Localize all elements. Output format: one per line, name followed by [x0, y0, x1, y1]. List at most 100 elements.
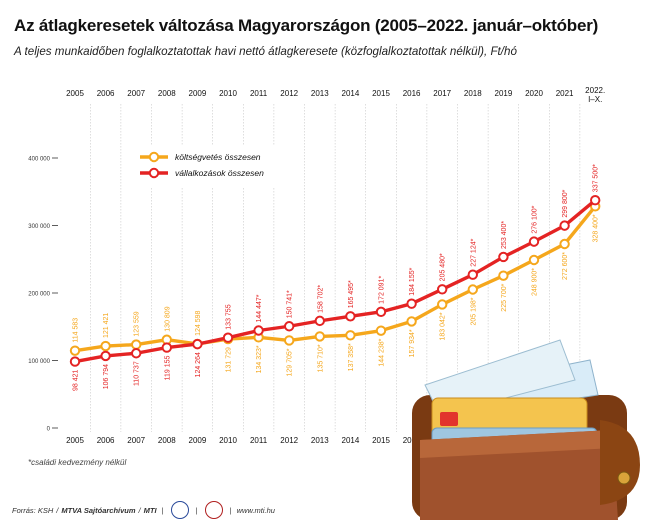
data-label: 129 705* — [287, 348, 294, 376]
data-label: 150 741* — [287, 290, 294, 318]
x-tick-label-bottom: 2010 — [219, 436, 237, 445]
x-tick-label-bottom: 2008 — [158, 436, 176, 445]
mtva-logo-icon — [170, 501, 189, 519]
data-label: 227 124* — [470, 238, 477, 266]
x-tick-label-top: 2021 — [556, 89, 574, 98]
y-tick-label: 100 000 — [28, 359, 50, 365]
data-point — [69, 345, 81, 356]
data-label: 157 934* — [409, 329, 416, 357]
data-point — [528, 254, 540, 266]
y-axis: 0 100 000 200 000 300 000 400 000 — [28, 157, 58, 433]
url-text: www.mti.hu — [236, 505, 275, 515]
data-label: 144 238* — [379, 338, 386, 366]
x-tick-label-top: 2006 — [97, 89, 115, 98]
x-axis-bottom: 2005 2006 2007 2008 2009 2010 2011 2012 2013 2014… — [66, 436, 421, 445]
legend-marker — [148, 167, 160, 179]
footer: Forrás: KSH / MTVA Sajtóarchívum / MTI | | | w… — [12, 501, 275, 520]
wallet-front-edge — [420, 430, 614, 458]
x-tick-label-top-sub: I–X. — [588, 95, 602, 104]
data-label: 133 755 — [226, 304, 233, 329]
data-label: 106 794 — [103, 364, 110, 389]
data-label: 276 100* — [532, 205, 539, 233]
data-point — [69, 356, 81, 367]
x-tick-label-top: 2022. — [585, 86, 605, 95]
mti-logo-icon — [204, 501, 223, 519]
data-label: 123 559 — [134, 311, 141, 336]
y-tick-label: 200 000 — [28, 292, 50, 298]
data-label: 119 155 — [164, 355, 171, 380]
source-text: Forrás: KSH — [12, 505, 54, 515]
data-point — [345, 311, 356, 322]
x-tick-label-top: 2019 — [495, 89, 513, 98]
footnote: *családi kedvezmény nélkül — [28, 458, 127, 467]
data-point — [345, 330, 356, 341]
data-label: 205 480* — [440, 253, 447, 281]
data-label: 110 737 — [134, 361, 141, 386]
x-tick-label-bottom: 2012 — [280, 436, 298, 445]
data-point — [100, 350, 111, 362]
legend-box — [136, 146, 288, 188]
wallet-flap — [600, 420, 640, 505]
y-tick-label: 400 000 — [28, 157, 50, 163]
data-label: 184 155* — [409, 267, 416, 295]
data-label: 144 447* — [256, 294, 263, 322]
x-tick-label-bottom: 2005 — [66, 436, 84, 445]
data-label: 205 198* — [470, 297, 477, 325]
data-point — [314, 331, 325, 342]
wallet-clasp — [617, 471, 631, 485]
x-tick-label-top: 2016 — [403, 89, 421, 98]
x-tick-label-bottom: 2016 — [403, 436, 421, 445]
data-point — [590, 194, 601, 206]
legend-label: költségvetés összesen — [175, 152, 261, 162]
data-point — [437, 284, 448, 295]
data-point — [559, 238, 570, 250]
x-tick-label-bottom: 2013 — [311, 436, 329, 445]
data-point — [161, 342, 173, 353]
x-tick-label-top: 2005 — [66, 89, 84, 98]
x-tick-label-bottom: 2007 — [127, 436, 145, 445]
data-label: 135 710* — [317, 344, 324, 372]
chart-title: Az átlagkeresetek változása Magyarország… — [14, 16, 599, 35]
data-point — [559, 220, 570, 231]
data-label: 253 400* — [501, 221, 508, 249]
x-axis-top: 2005 2006 2007 2008 2009 2010 2011 2012 2013 2014… — [66, 86, 605, 104]
data-point — [528, 236, 540, 247]
data-label: 130 809 — [164, 306, 171, 331]
credit-text: MTVA Sajtóarchívum — [61, 505, 136, 515]
x-tick-label-top: 2015 — [372, 89, 390, 98]
x-tick-label-top: 2017 — [433, 89, 451, 98]
data-point — [498, 270, 509, 281]
card-chip-red — [440, 412, 458, 426]
data-labels-vallalkozasok: 98 421 106 794 110 737 119 155 124 264 133 75… — [73, 164, 600, 391]
x-tick-label-bottom: 2014 — [342, 436, 360, 445]
series-vallalkozasok — [69, 194, 601, 367]
data-label: 137 358* — [348, 343, 355, 371]
x-tick-label-bottom: 2009 — [189, 436, 207, 445]
x-tick-label-top: 2014 — [342, 89, 360, 98]
data-label: 98 421 — [73, 369, 80, 391]
x-tick-label-top: 2018 — [464, 89, 482, 98]
data-label: 328 400* — [593, 214, 600, 242]
data-labels-koltsegvetes: 114 583 121 421 123 559 130 809 124 598 131 7… — [73, 214, 600, 376]
data-label: 299 800* — [562, 189, 569, 217]
data-point — [253, 325, 264, 336]
wallet-illustration — [412, 339, 640, 520]
data-label: 131 729 — [226, 347, 233, 372]
data-label: 337 500* — [593, 164, 600, 192]
data-point — [406, 316, 417, 327]
data-label: 172 091* — [379, 276, 386, 304]
data-label: 183 042* — [440, 312, 447, 340]
data-point — [222, 332, 234, 343]
data-label: 158 702* — [317, 285, 324, 313]
data-point — [314, 315, 325, 327]
legend: költségvetés összesen vállalkozások össze… — [136, 146, 288, 188]
x-tick-label-top: 2009 — [189, 89, 207, 98]
x-tick-label-bottom: 2015 — [372, 436, 390, 445]
data-point — [131, 339, 142, 350]
data-label: 124 264 — [195, 352, 202, 377]
chart-subtitle: A teljes munkaidőben foglalkoztatottak h… — [14, 45, 517, 58]
data-point — [284, 321, 295, 332]
data-point — [131, 348, 142, 359]
